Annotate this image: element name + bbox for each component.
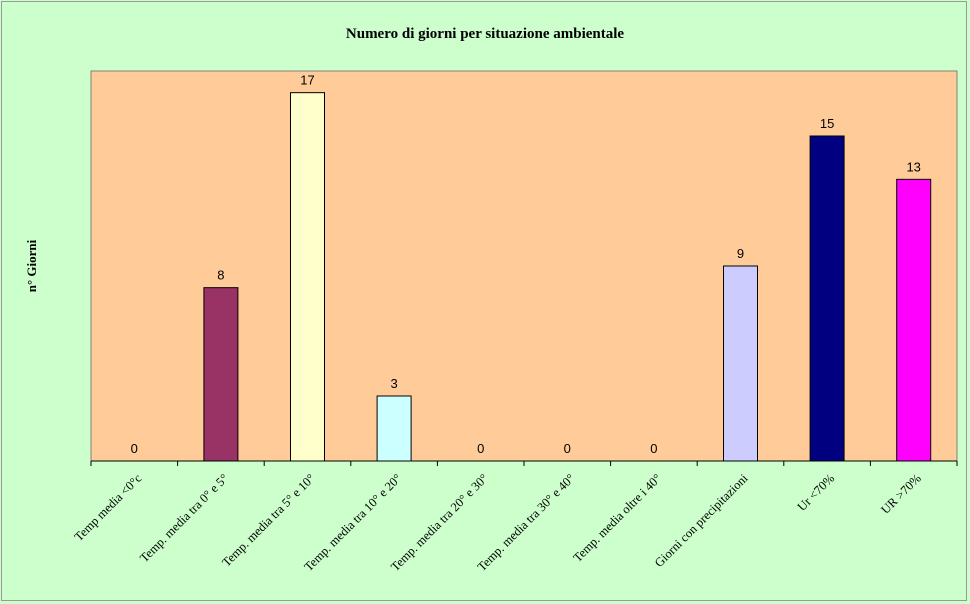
data-label: 3	[390, 376, 397, 391]
data-label: 15	[820, 116, 834, 131]
x-tick-label: Temp. media tra 5° e 10°	[219, 471, 317, 569]
x-tick-label: Ur <70%	[795, 471, 838, 514]
data-label: 17	[300, 73, 314, 88]
x-tick-label: Temp. media tra 20° e 30°	[388, 471, 491, 574]
data-label: 0	[477, 441, 484, 456]
x-tick-label: UR >70%	[878, 471, 924, 517]
data-label: 9	[737, 246, 744, 261]
data-label: 0	[564, 441, 571, 456]
data-label: 13	[906, 159, 920, 174]
data-label: 0	[650, 441, 657, 456]
bar	[809, 135, 845, 462]
data-label: 8	[217, 268, 224, 283]
y-axis-title: n° Giorni	[24, 239, 39, 292]
bar	[723, 265, 758, 462]
data-label: 0	[131, 441, 138, 456]
bar	[203, 287, 239, 462]
labels-layer: 0 8 17 3 0 0 0 9 15 13	[131, 73, 921, 456]
bar	[376, 395, 412, 462]
bar	[896, 178, 932, 462]
bar	[290, 92, 325, 462]
x-tick-label: Temp. media tra 0° e 5°	[137, 471, 231, 565]
x-tick-label: Temp. media oltre i 40°	[570, 471, 664, 565]
x-tick-label: Temp. media tra 30° e 40°	[475, 471, 578, 574]
x-tick-label: Giorni con precipitazioni	[652, 471, 751, 570]
chart-title: Numero di giorni per situazione ambienta…	[346, 26, 625, 42]
x-tick-label: Temp media <0°c	[72, 471, 145, 544]
ticks-layer	[90, 461, 958, 466]
x-tick-label: Temp. media tra 10° e 20°	[301, 471, 404, 574]
